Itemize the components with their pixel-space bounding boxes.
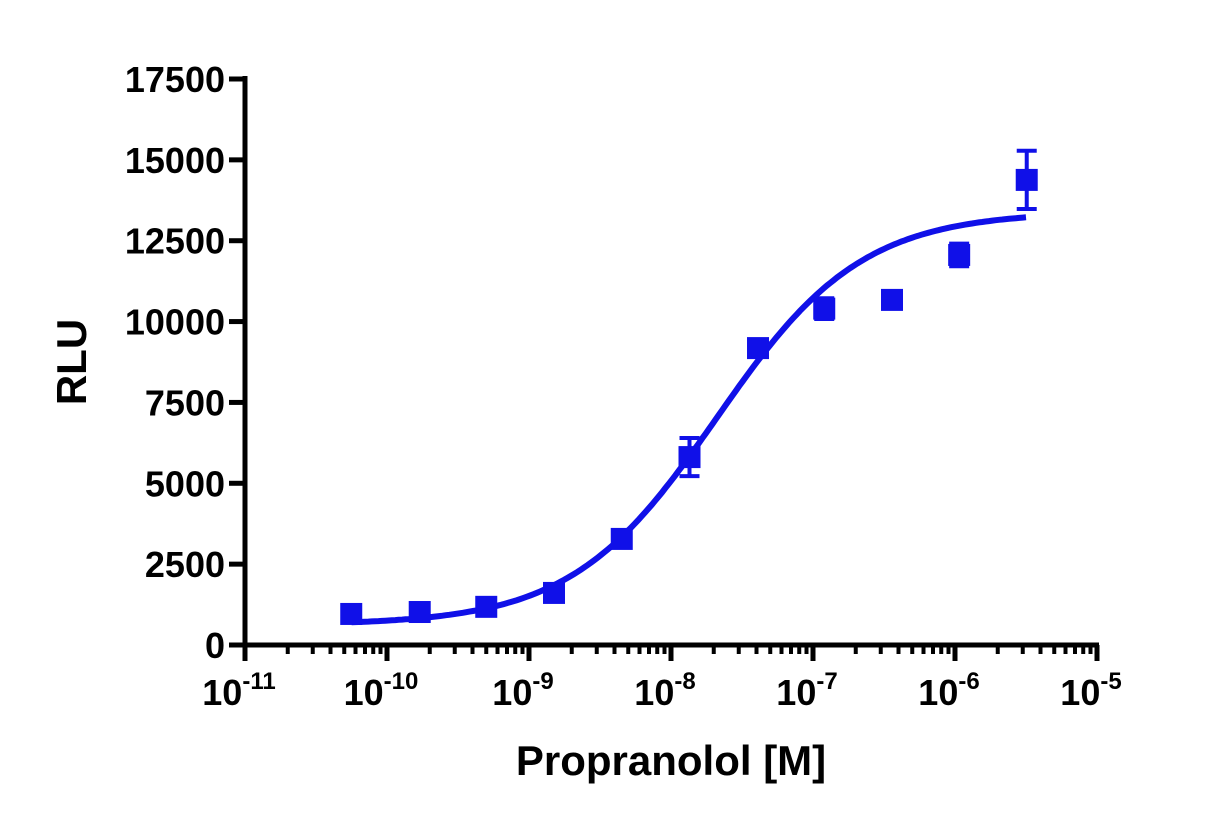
square-marker: [678, 446, 701, 469]
data-point: [880, 288, 903, 311]
y-tick-label: 7500: [145, 382, 225, 423]
y-axis-label: RLU: [48, 319, 95, 405]
data-point: [747, 337, 770, 360]
y-tick-label: 2500: [145, 544, 225, 585]
square-marker: [948, 243, 971, 266]
x-tick-label: 10-9: [492, 668, 553, 713]
data-point: [610, 527, 633, 550]
square-marker: [1015, 168, 1038, 191]
x-tick-label: 10-7: [776, 668, 837, 713]
x-tick-label: 10-10: [344, 668, 419, 713]
y-tick-label: 10000: [125, 302, 225, 343]
data-point: [948, 241, 971, 269]
data-point: [543, 581, 566, 604]
square-marker: [340, 602, 363, 625]
x-tick-label: 10-6: [918, 668, 979, 713]
data-point: [813, 296, 836, 321]
x-tick-label: 10-5: [1060, 668, 1121, 713]
x-tick-label: 10-11: [202, 668, 275, 713]
square-marker: [813, 297, 836, 320]
square-marker: [543, 581, 566, 604]
y-tick-label: 5000: [145, 463, 225, 504]
x-tick-label: 10-8: [634, 668, 695, 713]
fit-curve-group: [351, 214, 1027, 626]
square-marker: [747, 337, 770, 360]
y-tick-label: 0: [205, 625, 225, 666]
y-tick-label: 17500: [125, 59, 225, 100]
square-marker: [475, 595, 498, 618]
data-point: [678, 436, 701, 479]
square-marker: [408, 601, 431, 624]
square-marker: [610, 527, 633, 550]
axes: 0 2500 5000 7500 10000 12500 15000 17500 10-11 10…: [125, 59, 1122, 713]
square-marker: [880, 288, 903, 311]
x-axis-label: Propranolol [M]: [516, 737, 826, 784]
data-point: [408, 601, 431, 624]
data-point: [1015, 148, 1038, 212]
data-point: [475, 595, 498, 618]
y-tick-label: 12500: [125, 221, 225, 262]
fit-curve: [351, 214, 1027, 626]
data-points: [340, 148, 1038, 625]
data-point: [340, 602, 363, 625]
y-tick-label: 15000: [125, 140, 225, 181]
